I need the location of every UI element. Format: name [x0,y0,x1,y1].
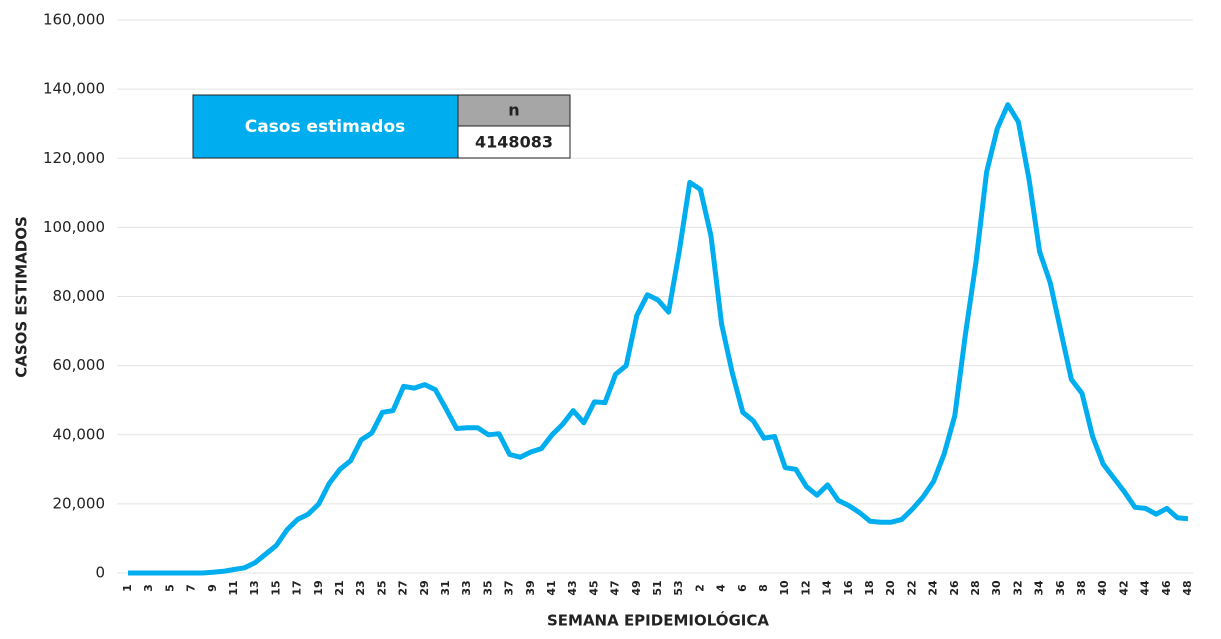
x-tick-label: 3 [142,584,155,592]
x-tick-label: 37 [503,580,516,595]
x-tick-label: 34 [1033,580,1046,596]
table-header: Casos estimados [245,117,406,137]
x-tick-label: 47 [609,580,622,595]
x-tick-label: 25 [375,580,388,595]
x-tick-label: 33 [460,580,473,595]
table-value-cell [457,125,571,159]
x-tick-label: 39 [524,580,537,595]
x-tick-label: 2 [693,584,706,592]
x-tick-label: 41 [545,580,558,595]
x-tick-label: 1 [121,584,134,592]
y-tick-label: 80,000 [53,287,106,305]
x-tick-label: 5 [163,584,176,592]
x-tick-label: 38 [1075,580,1088,595]
x-tick-label: 28 [969,580,982,595]
y-tick-label: 0 [95,564,105,582]
y-tick-label: 140,000 [43,80,105,98]
x-tick-label: 4 [715,584,728,592]
y-tick-label: 60,000 [53,356,106,374]
x-tick-label: 11 [227,580,240,595]
x-tick-label: 14 [821,580,834,596]
x-tick-label: 23 [354,580,367,595]
x-tick-label: 29 [418,580,431,595]
table-value: 4148083 [475,133,553,152]
y-axis-title: CASOS ESTIMADOS [13,216,31,378]
x-tick-label: 13 [248,580,261,595]
y-tick-label: 20,000 [53,494,106,512]
x-tick-label: 17 [291,580,304,595]
x-tick-label: 48 [1181,580,1194,595]
x-tick-label: 21 [333,580,346,595]
x-tick-label: 30 [990,580,1003,596]
x-tick-label: 36 [1054,580,1067,596]
x-tick-label: 49 [630,580,643,595]
x-tick-label: 16 [842,580,855,596]
x-tick-label: 53 [672,580,685,595]
x-tick-label: 19 [312,580,325,595]
x-tick-label: 24 [927,580,940,596]
x-tick-label: 51 [651,580,664,595]
x-tick-label: 27 [397,580,410,595]
x-tick-label: 6 [736,584,749,592]
x-tick-label: 31 [439,580,452,595]
y-tick-label: 100,000 [43,218,105,236]
x-axis-title: SEMANA EPIDEMIOLÓGICA [547,611,769,630]
x-tick-label: 32 [1011,580,1024,595]
x-tick-label: 15 [269,580,282,595]
y-tick-label: 120,000 [43,149,105,167]
y-tick-label: 160,000 [43,11,105,29]
x-tick-label: 7 [185,584,198,592]
x-tick-label: 45 [587,580,600,595]
x-tick-label: 9 [206,584,219,592]
table-column: n [508,101,519,120]
x-tick-label: 20 [884,580,897,596]
x-tick-label: 8 [757,584,770,592]
line [128,102,1189,576]
x-tick-label: 46 [1160,580,1173,596]
x-tick-label: 44 [1139,580,1152,596]
x-tick-label: 43 [566,580,579,595]
x-tick-label: 42 [1117,580,1130,595]
y-tick-label: 40,000 [53,425,106,443]
x-tick-label: 22 [905,580,918,595]
x-tick-label: 12 [799,580,812,595]
x-tick-label: 40 [1096,580,1109,596]
x-tick-label: 35 [481,580,494,595]
x-tick-label: 10 [778,580,791,596]
x-tick-label: 18 [863,580,876,595]
x-tick-label: 26 [948,580,961,596]
